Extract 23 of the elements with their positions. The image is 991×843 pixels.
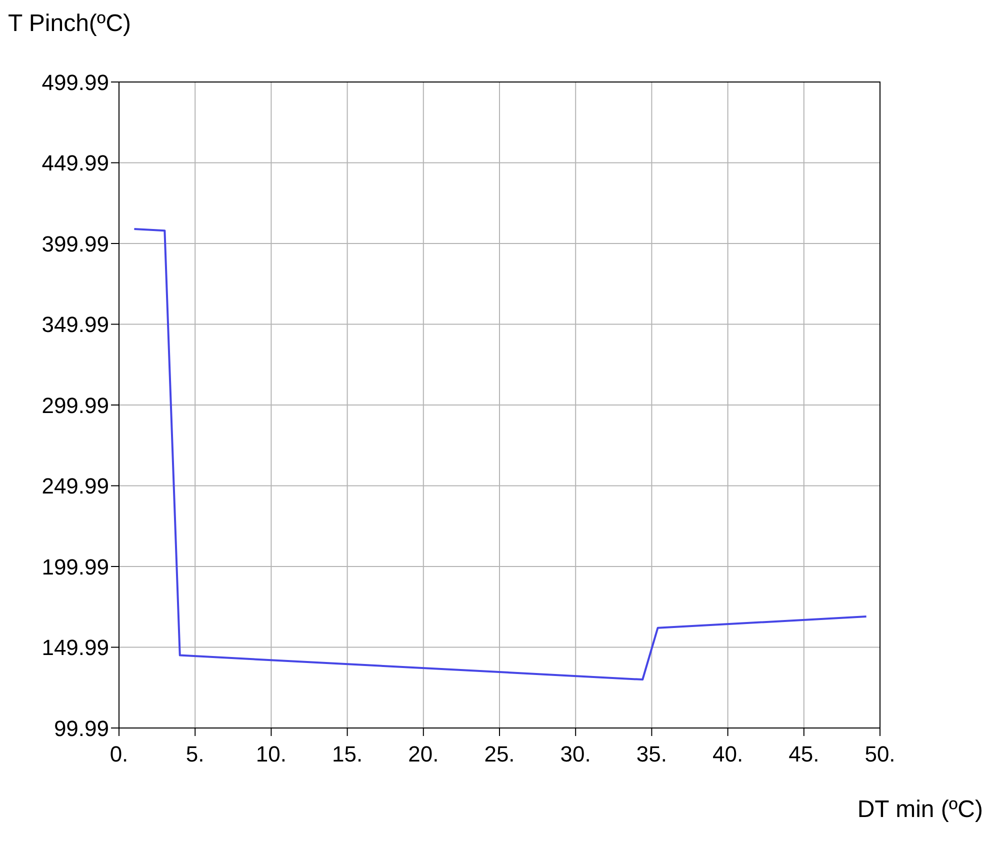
x-tick-label: 45. [788,742,820,767]
y-tick-label: 99.99 [54,716,109,741]
y-tick-label: 199.99 [42,554,109,580]
x-tick-label: 40. [712,742,744,767]
x-tick-label: 25. [484,742,515,767]
y-tick-label: 499.99 [42,70,109,95]
x-tick-label: 5. [186,742,204,767]
x-tick-label: 50. [864,742,896,767]
x-tick-label: 0. [110,742,128,767]
x-tick-label: 15. [332,742,363,767]
x-tick-label: 20. [408,742,439,767]
x-tick-label: 35. [636,742,667,767]
y-tick-label: 249.99 [42,474,109,499]
y-tick-label: 149.99 [42,635,109,660]
y-tick-label: 349.99 [42,312,109,338]
y-axis-title: T Pinch(ºC) [8,10,132,38]
y-tick-label: 399.99 [42,231,109,256]
x-axis-title: DT min (ºC) [857,796,983,824]
y-tick-label: 299.99 [42,392,109,418]
line-series [133,228,868,681]
x-tick-label: 10. [256,742,286,767]
y-tick-label: 449.99 [42,150,109,176]
x-tick-label: 30. [560,742,591,767]
